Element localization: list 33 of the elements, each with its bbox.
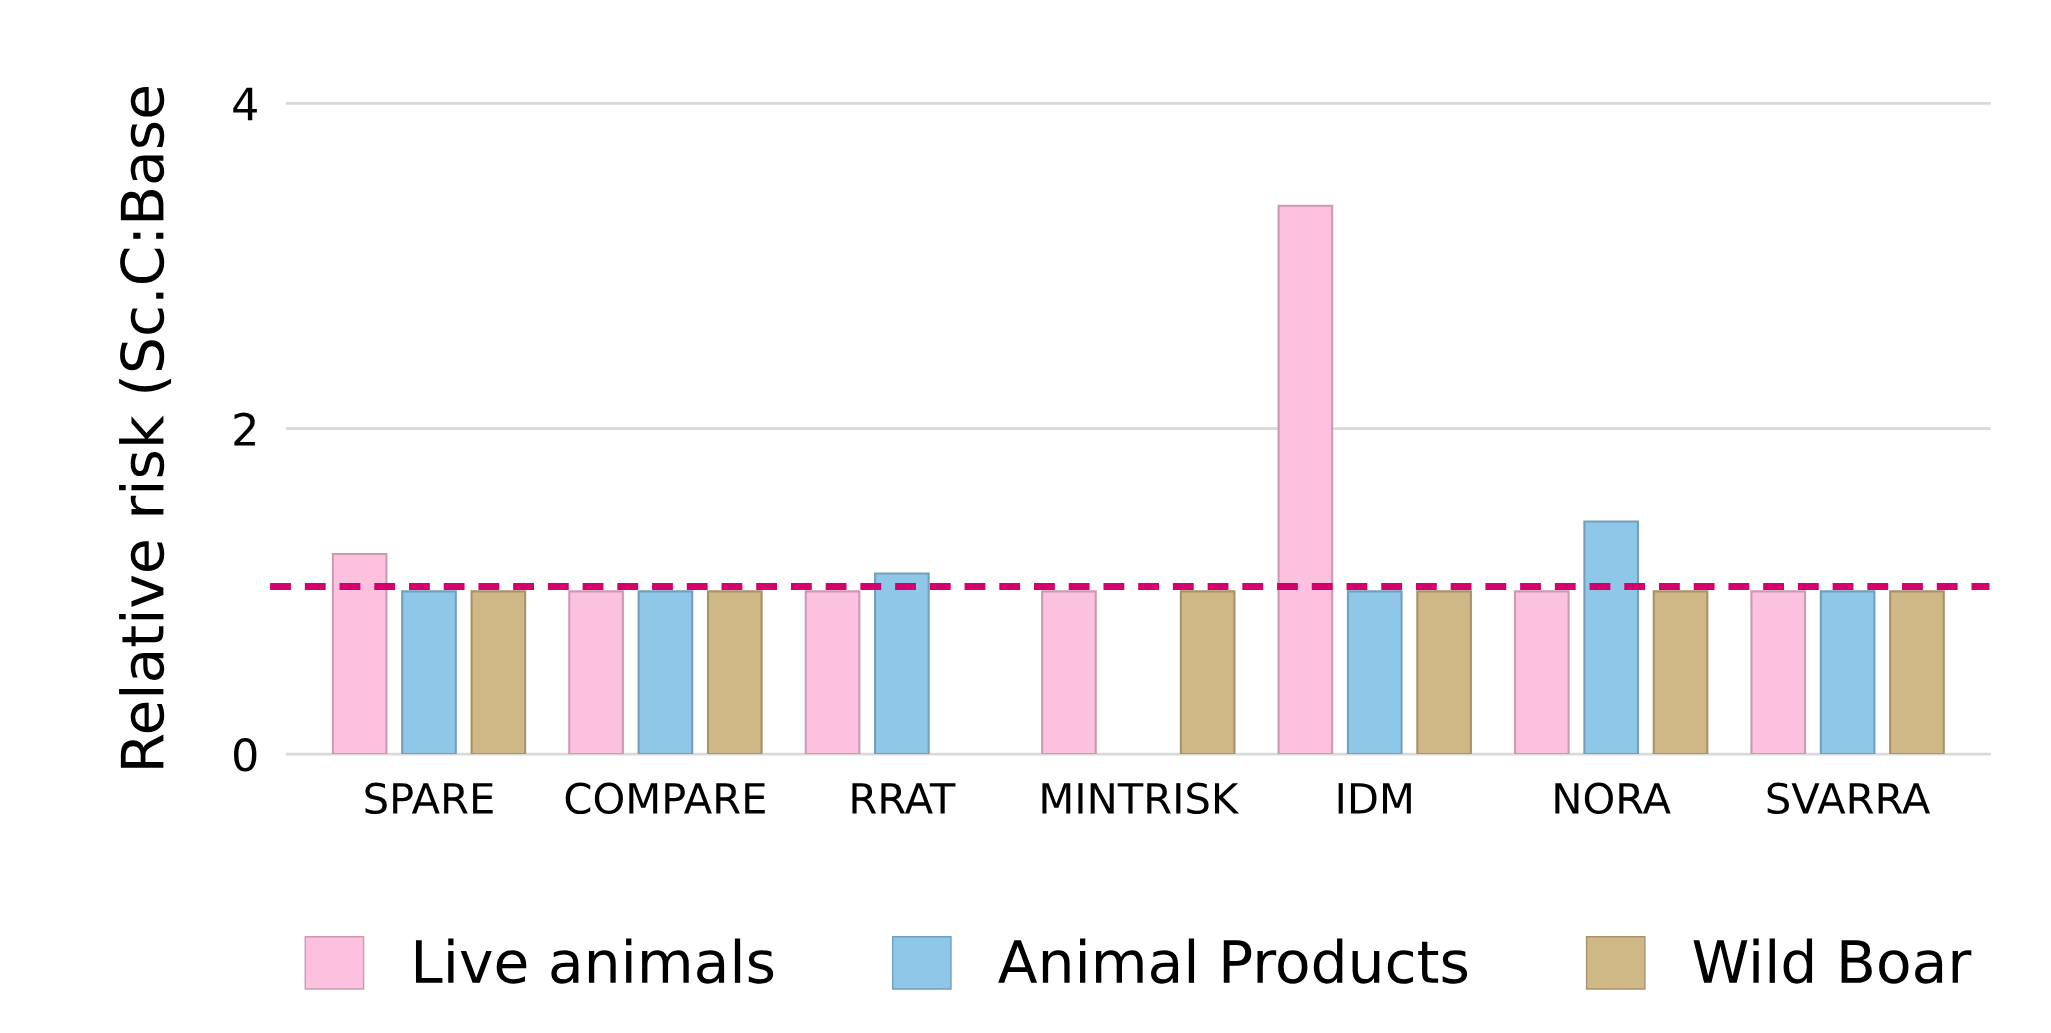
bar <box>637 590 694 755</box>
bar <box>1583 520 1640 755</box>
bar <box>1179 590 1236 755</box>
y-tick-label: 0 <box>234 737 257 772</box>
bar <box>1652 590 1709 755</box>
legend-label: Live animals <box>415 938 774 984</box>
bar <box>1416 590 1472 755</box>
bar <box>874 572 930 755</box>
legend-label: Wild Boar <box>1693 938 1972 984</box>
bar <box>1513 590 1570 755</box>
bar <box>331 552 388 755</box>
bar <box>1277 204 1334 755</box>
bar <box>470 590 527 755</box>
y-tick-label: 2 <box>234 412 255 446</box>
bar <box>1889 590 1945 755</box>
bar <box>804 590 861 755</box>
bar <box>568 590 624 755</box>
x-tick-label: COMPARE <box>565 782 765 815</box>
x-tick-label: NORA <box>1555 782 1671 815</box>
x-tick-label: SVARRA <box>1767 782 1931 815</box>
x-tick-label: IDM <box>1338 783 1411 814</box>
legend-label: Animal Products <box>998 938 1468 984</box>
bar <box>1819 590 1876 755</box>
x-tick-label: SPARE <box>365 782 493 815</box>
bar <box>401 590 457 755</box>
y-axis-title: Relative risk (Sc.C:Base <box>119 87 172 768</box>
bar <box>1346 590 1403 755</box>
x-tick-label: RRAT <box>852 783 956 814</box>
bar <box>1750 590 1807 755</box>
bar <box>1041 590 1097 755</box>
bar <box>706 590 763 755</box>
y-tick-label: 4 <box>233 87 257 121</box>
x-tick-label: MINTRISK <box>1042 782 1240 815</box>
